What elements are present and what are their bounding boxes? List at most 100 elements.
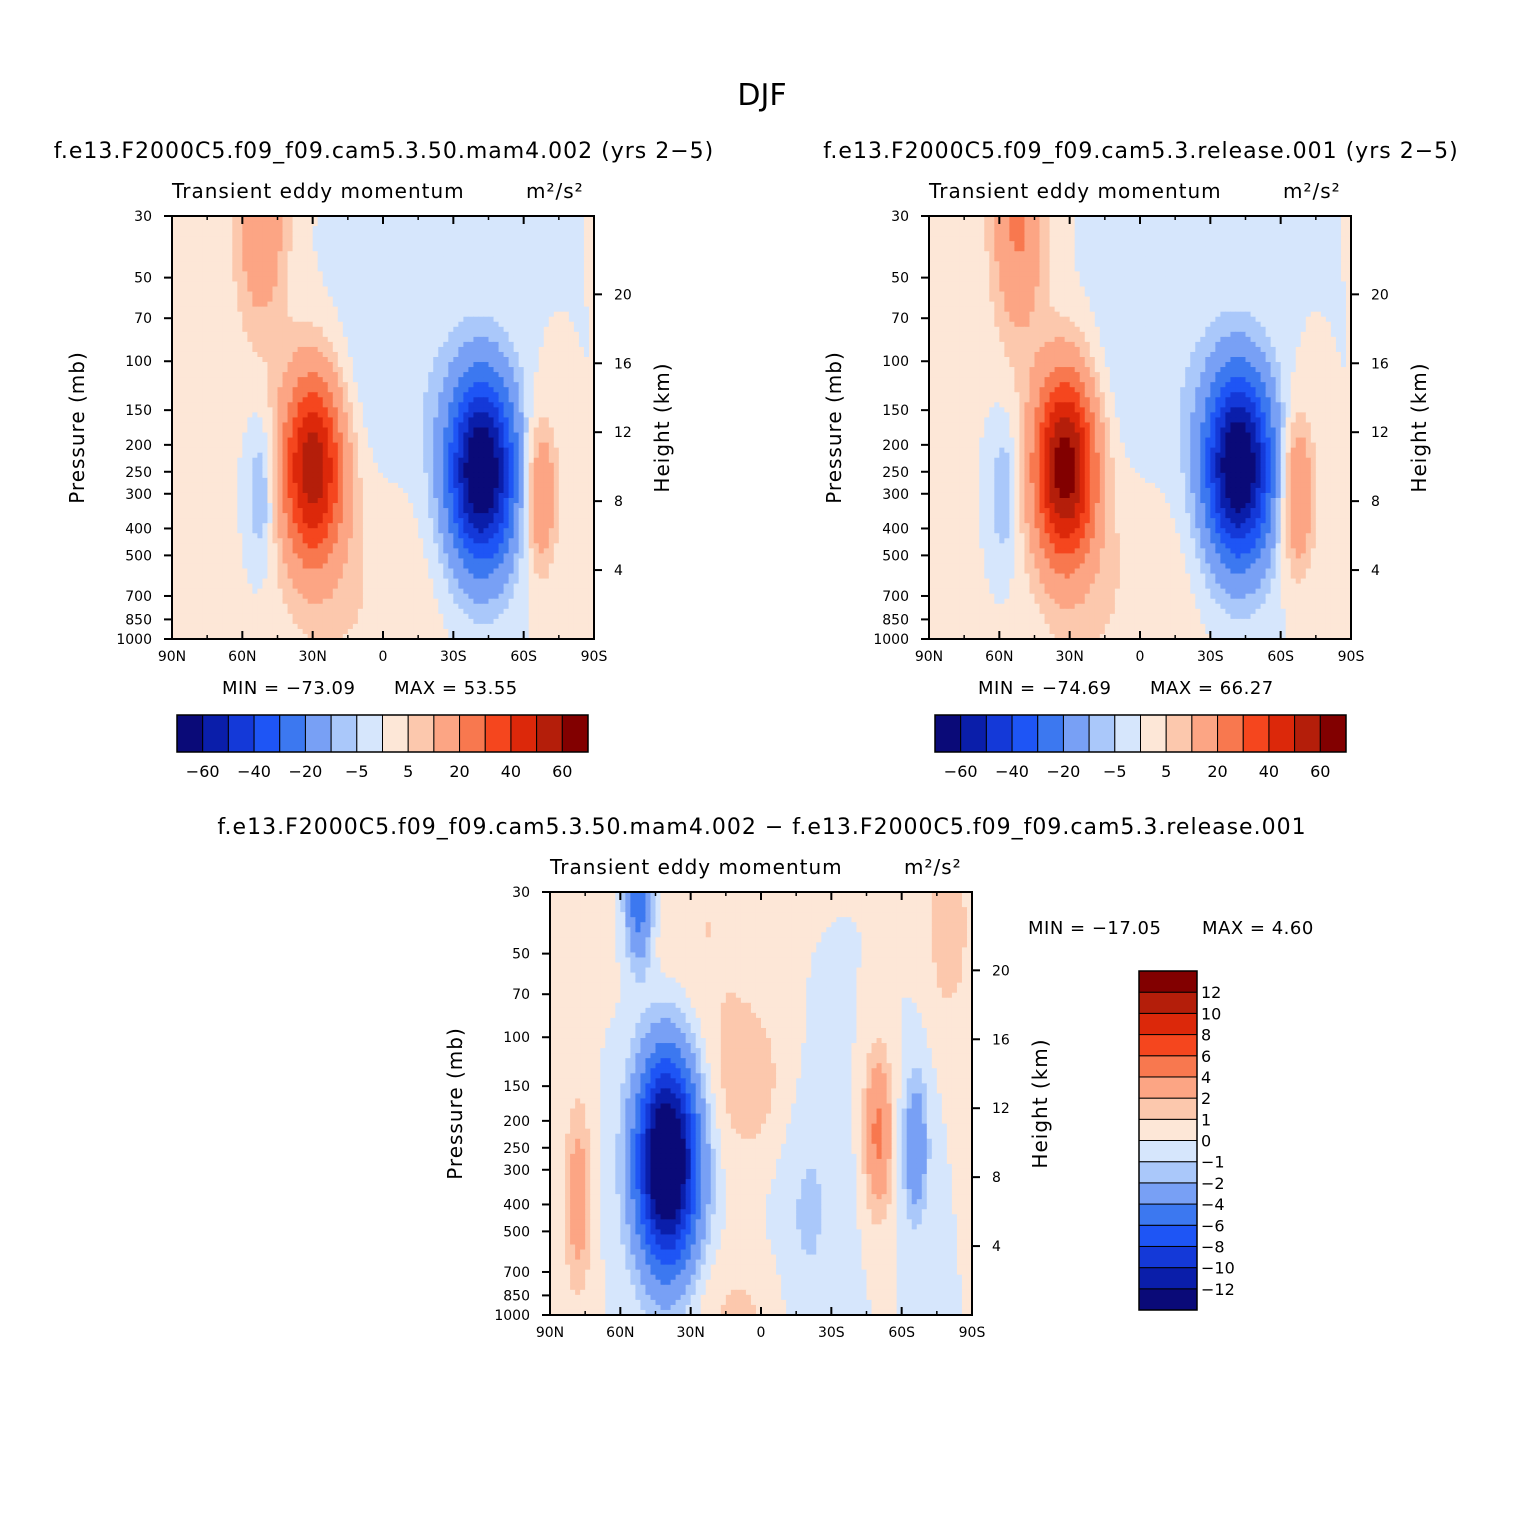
contour-cell: [367, 492, 374, 499]
contour-cell: [498, 457, 505, 464]
contour-cell: [438, 452, 444, 459]
contour-cell: [458, 321, 464, 328]
contour-cell: [573, 487, 580, 494]
contour-cell: [202, 331, 208, 338]
contour-cell: [202, 397, 208, 403]
contour-cell: [528, 462, 535, 469]
contour-cell: [428, 392, 434, 398]
contour-cell: [367, 382, 374, 388]
contour-cell: [503, 427, 510, 434]
contour-cell: [332, 306, 339, 313]
contour-cell: [297, 402, 304, 408]
contour-cell: [322, 447, 329, 454]
contour-cell: [237, 462, 243, 469]
contour-cell: [262, 276, 269, 283]
contour-cell: [272, 221, 279, 227]
contour-cell: [257, 427, 264, 434]
contour-cell: [217, 216, 223, 222]
contour-cell: [337, 402, 344, 408]
contour-cell: [202, 382, 208, 388]
contour-cell: [217, 306, 223, 313]
contour-cell: [503, 442, 510, 449]
contour-cell: [337, 513, 344, 519]
contour-cell: [503, 367, 510, 373]
contour-cell: [558, 442, 565, 449]
contour-cell: [272, 427, 279, 434]
contour-cell: [513, 241, 520, 247]
contour-cell: [352, 503, 359, 509]
contour-cell: [383, 357, 389, 363]
contour-cell: [443, 251, 449, 257]
contour-cell: [398, 487, 404, 494]
contour-cell: [413, 311, 419, 318]
contour-cell: [262, 407, 269, 413]
contour-cell: [192, 236, 198, 242]
contour-cell: [498, 508, 505, 514]
contour-cell: [227, 357, 233, 363]
contour-cell: [553, 397, 560, 403]
contour-cell: [202, 326, 208, 333]
contour-cell: [367, 311, 374, 318]
contour-cell: [247, 346, 253, 353]
contour-cell: [413, 432, 419, 439]
contour-cell: [408, 306, 414, 313]
contour-cell: [408, 412, 414, 419]
contour-cell: [372, 452, 379, 459]
contour-cell: [443, 341, 449, 348]
contour-cell: [543, 341, 550, 348]
contour-cell: [573, 362, 580, 368]
contour-cell: [518, 321, 525, 328]
contour-cell: [342, 477, 349, 484]
contour-cell: [393, 382, 399, 388]
contour-cell: [327, 498, 334, 504]
contour-cell: [262, 457, 269, 464]
contour-cell: [247, 392, 253, 398]
contour-cell: [342, 231, 349, 237]
contour-cell: [418, 346, 424, 353]
contour-cell: [202, 367, 208, 373]
contour-cell: [428, 241, 434, 247]
contour-cell: [388, 251, 394, 257]
contour-cell: [262, 432, 269, 439]
contour-cell: [523, 442, 530, 449]
contour-cell: [578, 316, 585, 323]
contour-cell: [372, 498, 379, 504]
contour-cell: [443, 367, 449, 373]
contour-cell: [197, 382, 203, 388]
contour-cell: [433, 241, 439, 247]
contour-cell: [523, 457, 530, 464]
contour-cell: [508, 508, 515, 514]
contour-cell: [377, 472, 384, 479]
contour-cell: [267, 482, 274, 489]
contour-cell: [322, 402, 329, 408]
contour-cell: [312, 246, 319, 252]
contour-cell: [352, 331, 359, 338]
contour-cell: [448, 221, 454, 227]
contour-cell: [478, 306, 485, 313]
contour-cell: [252, 321, 258, 328]
contour-cell: [332, 276, 339, 283]
contour-cell: [217, 492, 223, 499]
contour-cell: [558, 447, 565, 454]
contour-cell: [478, 216, 485, 222]
contour-cell: [443, 477, 449, 484]
contour-cell: [372, 427, 379, 434]
contour-cell: [357, 261, 364, 267]
contour-cell: [428, 351, 434, 358]
contour-cell: [347, 357, 354, 363]
contour-cell: [383, 226, 389, 232]
contour-cell: [548, 281, 555, 288]
contour-cell: [483, 442, 490, 449]
contour-cell: [418, 231, 424, 237]
contour-cell: [408, 231, 414, 237]
contour-cell: [578, 326, 585, 333]
contour-cell: [232, 341, 238, 348]
contour-cell: [578, 216, 585, 222]
contour-cell: [578, 472, 585, 479]
contour-cell: [453, 472, 459, 479]
contour-cell: [187, 503, 193, 509]
contour-cell: [182, 362, 188, 368]
contour-cell: [317, 251, 324, 257]
contour-cell: [448, 492, 454, 499]
contour-cell: [237, 316, 243, 323]
